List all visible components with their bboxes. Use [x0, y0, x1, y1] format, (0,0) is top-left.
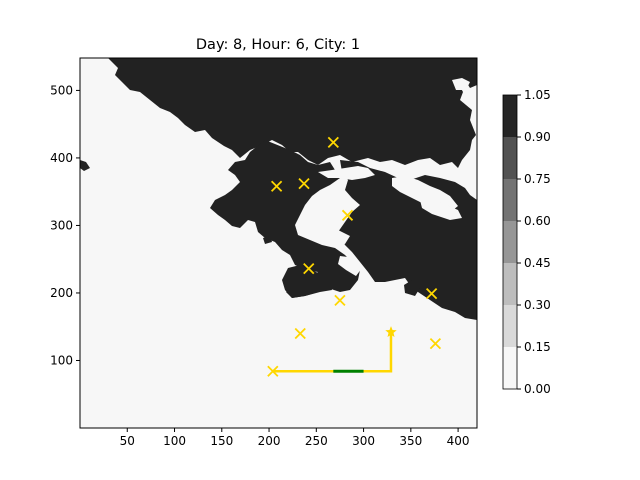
colorbar-tick-label: 1.05: [524, 88, 551, 102]
colorbar-tick-label: 0.30: [524, 298, 551, 312]
plot-frame: [79, 57, 478, 429]
city-marker: [327, 136, 339, 149]
colorbar-band: [503, 305, 517, 347]
water-inlets: [310, 78, 470, 276]
central-peninsula: [210, 140, 360, 298]
colorbar-tick-label: 0.75: [524, 172, 551, 186]
city-marker: [303, 263, 315, 275]
colorbar-band: [503, 95, 517, 137]
x-axis: 50 100 150 200 250 300 350 400: [120, 428, 470, 448]
chart-title: Day: 8, Hour: 6, City: 1: [196, 37, 360, 53]
northern-lake: [452, 78, 470, 90]
colorbar-tick-label: 0.00: [524, 382, 551, 396]
colorbar-tick-label: 0.15: [524, 340, 551, 354]
x-tick-label: 50: [120, 434, 135, 448]
city-marker: [270, 180, 283, 192]
colorbar-band: [503, 347, 517, 389]
y-tick-label: 100: [50, 353, 73, 367]
y-tick-label: 400: [50, 151, 73, 165]
colorbar-band: [503, 221, 517, 263]
x-tick-label: 300: [352, 434, 375, 448]
target-star: [385, 326, 397, 337]
y-axis: 100 200 300 400 500: [50, 83, 80, 367]
small-island-c: [263, 236, 272, 244]
route: [272, 332, 393, 373]
x-tick-label: 250: [305, 434, 328, 448]
y-tick-label: 500: [50, 83, 73, 97]
small-island-b: [80, 160, 90, 171]
colorbar-band: [503, 263, 517, 305]
city-marker: [341, 209, 354, 221]
eastern-bay: [420, 200, 462, 220]
northern-mainland: [108, 58, 477, 168]
colorbar-frame: [502, 94, 518, 390]
city-marker: [298, 177, 310, 190]
colorbar: 0.00 0.15 0.30 0.45 0.60 0.75 0.90 1.05: [502, 88, 551, 396]
x-tick-label: 200: [258, 434, 281, 448]
city-marker: [267, 365, 279, 377]
city-marker: [429, 337, 442, 350]
route-target-star: [385, 326, 397, 337]
colorbar-band: [503, 179, 517, 221]
colorbar-band: [503, 137, 517, 179]
x-tick-label: 400: [447, 434, 470, 448]
city-marker: [334, 294, 346, 307]
small-island-a: [404, 280, 420, 296]
city-marker: [425, 288, 438, 300]
colorbar-tick-label: 0.90: [524, 130, 551, 144]
city-marker: [294, 327, 306, 340]
x-tick-label: 150: [210, 434, 233, 448]
city-markers: [267, 136, 442, 377]
southern-gulf: [338, 256, 362, 276]
route-path: [272, 332, 393, 373]
x-tick-label: 350: [399, 434, 422, 448]
central-gulf: [310, 220, 350, 244]
colorbar-tick-label: 0.60: [524, 214, 551, 228]
y-tick-label: 300: [50, 218, 73, 232]
colorbar-tick-label: 0.45: [524, 256, 551, 270]
northern-gulf: [318, 166, 375, 180]
x-tick-label: 100: [163, 434, 186, 448]
y-tick-label: 200: [50, 286, 73, 300]
southern-island: [282, 265, 332, 298]
map-area: [80, 58, 477, 428]
